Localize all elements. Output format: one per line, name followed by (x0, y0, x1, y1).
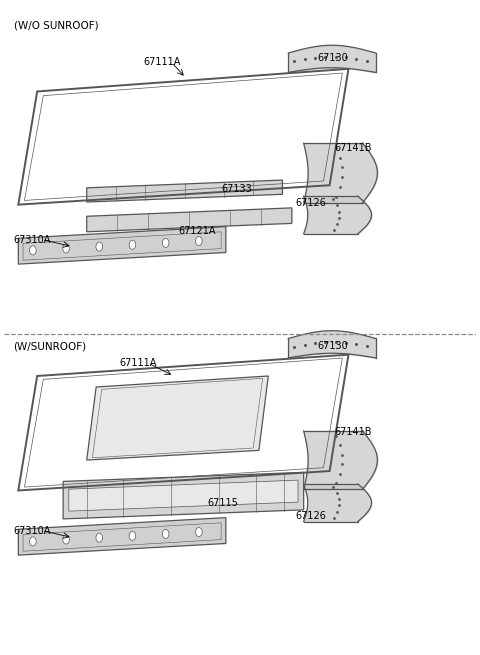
Circle shape (96, 533, 103, 542)
Circle shape (63, 244, 69, 253)
Text: 67121A: 67121A (179, 225, 216, 236)
Text: 67111A: 67111A (144, 58, 180, 67)
Text: 67126: 67126 (295, 512, 326, 521)
Text: 67141B: 67141B (335, 427, 372, 438)
Text: 67111A: 67111A (120, 358, 157, 368)
Text: 67130: 67130 (318, 54, 348, 64)
Text: (W/O SUNROOF): (W/O SUNROOF) (13, 20, 98, 30)
Text: 67130: 67130 (318, 341, 348, 350)
Text: 67310A: 67310A (13, 234, 51, 244)
Circle shape (30, 246, 36, 255)
Text: 67115: 67115 (207, 498, 238, 508)
Polygon shape (87, 376, 268, 460)
Circle shape (129, 531, 136, 540)
Polygon shape (18, 227, 226, 264)
Polygon shape (18, 517, 226, 555)
Circle shape (195, 527, 202, 536)
Circle shape (96, 242, 103, 251)
Polygon shape (69, 480, 298, 511)
Polygon shape (63, 472, 304, 519)
Text: 67310A: 67310A (13, 525, 51, 536)
Polygon shape (87, 180, 282, 202)
Circle shape (195, 236, 202, 246)
Circle shape (129, 240, 136, 250)
Text: 67141B: 67141B (335, 143, 372, 153)
Circle shape (63, 535, 69, 544)
Text: 67126: 67126 (295, 198, 326, 208)
Text: (W/SUNROOF): (W/SUNROOF) (13, 342, 87, 352)
Text: 67133: 67133 (221, 184, 252, 194)
Polygon shape (87, 208, 292, 232)
Circle shape (162, 238, 169, 248)
Circle shape (162, 529, 169, 538)
Circle shape (30, 537, 36, 546)
